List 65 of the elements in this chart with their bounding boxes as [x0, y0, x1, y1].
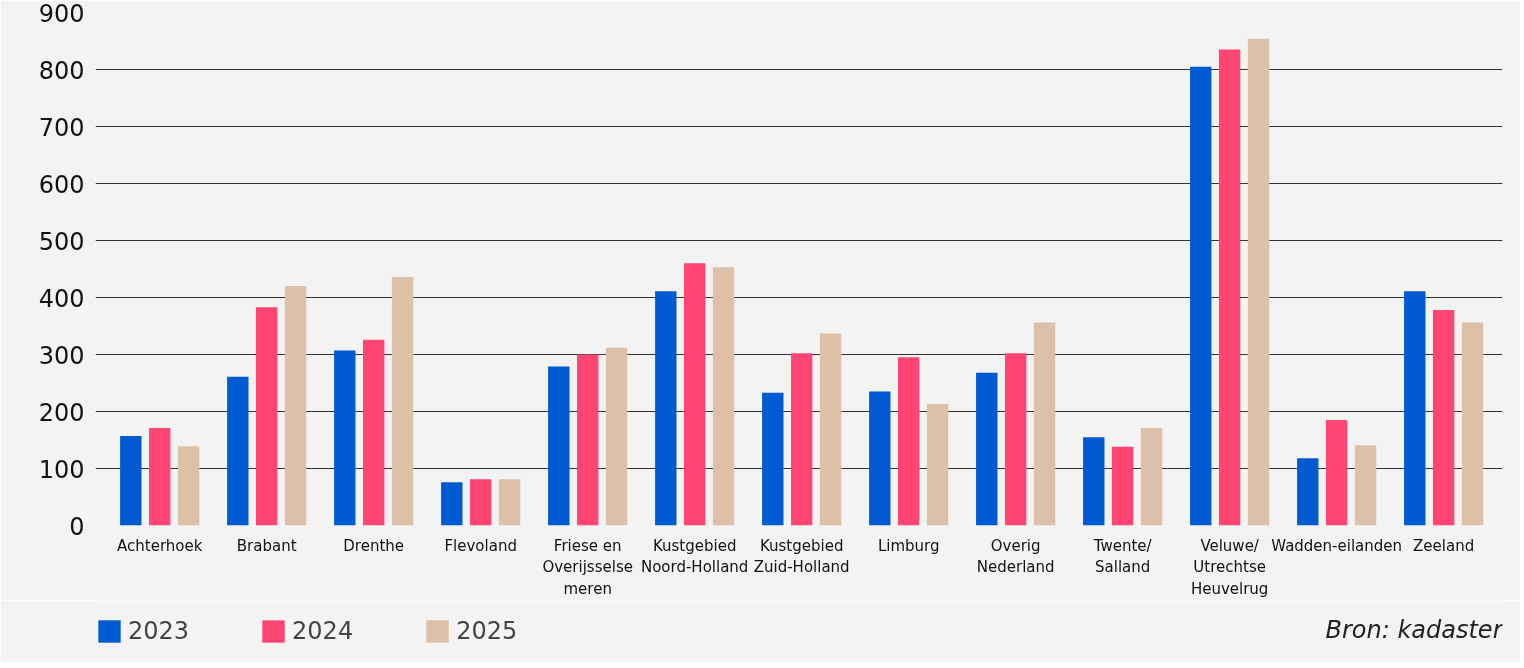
bar — [149, 428, 171, 526]
y-tick-label: 700 — [38, 113, 85, 142]
bar — [1461, 322, 1484, 526]
x-tick-label: Flevoland — [444, 536, 517, 555]
x-tick-label: Zeeland — [1413, 536, 1475, 555]
x-tick-label: Kustgebied Noord-Holland — [640, 536, 749, 577]
bar — [1083, 437, 1105, 526]
x-tick-label: Friese en Overijsselse meren — [542, 536, 633, 598]
bar — [1325, 420, 1348, 526]
bar — [655, 291, 677, 526]
x-tick-label: Overig Nederland — [976, 536, 1055, 577]
y-tick-label: 200 — [38, 398, 85, 427]
bar — [391, 276, 414, 526]
bar — [255, 307, 278, 526]
bar — [1218, 49, 1241, 526]
bar — [284, 286, 307, 526]
x-tick-label: Kustgebied Zuid-Holland — [753, 536, 850, 577]
y-tick-label: 500 — [38, 227, 85, 256]
bar — [605, 347, 628, 526]
x-tick-label: Brabant — [236, 536, 297, 555]
y-tick-label: 400 — [38, 284, 85, 313]
x-tick-label: Drenthe — [343, 536, 405, 555]
y-tick-label: 100 — [38, 455, 85, 484]
bar — [362, 339, 385, 526]
bar — [576, 354, 599, 526]
x-tick-label: Achterhoek — [117, 536, 203, 555]
bar — [869, 391, 891, 526]
y-tick-label: 800 — [38, 56, 85, 85]
x-tick-label: Wadden-eilanden — [1271, 536, 1403, 555]
bar — [548, 366, 570, 526]
bar — [683, 263, 706, 526]
x-tick-label: Limburg — [877, 536, 940, 555]
legend-label: 2025 — [456, 617, 518, 645]
bar — [819, 333, 842, 526]
bar — [177, 446, 200, 526]
bar — [1033, 322, 1056, 526]
y-tick-label: 0 — [69, 512, 85, 541]
bar — [1354, 445, 1377, 526]
x-tick-label: Veluwe/ Utrechtse Heuvelrug — [1190, 536, 1269, 598]
y-tick-label: 600 — [38, 170, 85, 199]
bar — [1190, 66, 1212, 526]
bar — [1404, 291, 1426, 526]
legend-label: 2023 — [128, 617, 190, 645]
bar — [334, 350, 356, 526]
bar — [790, 353, 813, 526]
x-tick-label: Twente/ Salland — [1092, 536, 1153, 577]
bar — [762, 392, 784, 526]
bar — [1004, 353, 1027, 526]
bar — [441, 482, 463, 526]
bar — [498, 479, 521, 526]
y-tick-label: 300 — [38, 341, 85, 370]
y-tick-label: 900 — [38, 0, 85, 28]
bar — [1432, 310, 1455, 526]
bar — [926, 404, 949, 526]
bar — [469, 479, 492, 526]
bar — [227, 376, 249, 526]
bar — [976, 372, 998, 526]
bar — [1111, 446, 1134, 526]
bar — [712, 267, 735, 526]
bar — [120, 436, 142, 526]
bar — [1247, 38, 1270, 526]
bar — [1297, 458, 1319, 526]
legend-label: 2024 — [292, 617, 354, 645]
bar — [1140, 428, 1163, 526]
bar — [897, 357, 920, 526]
